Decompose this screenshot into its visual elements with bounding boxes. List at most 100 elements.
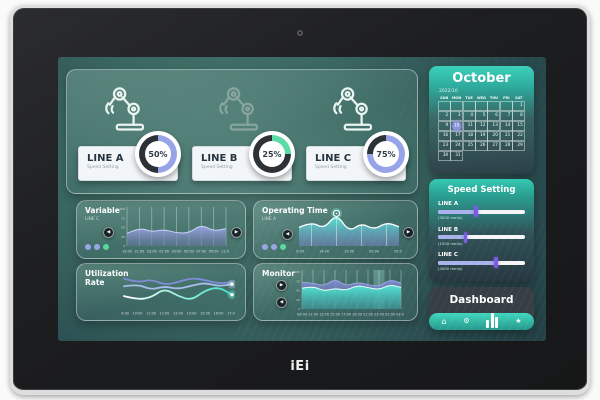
svg-text:11:00: 11:00 [221,250,229,254]
calendar-day[interactable]: 6 [487,110,501,122]
next-button[interactable]: ▶ [276,280,287,291]
calendar-day[interactable]: 29 [512,140,526,152]
calendar-day[interactable]: 25 [462,140,476,152]
slider-row-line-a: LINE A (3000 mm/s) [438,201,525,220]
slider-thumb[interactable] [474,206,478,217]
calendar-day[interactable]: 12 [475,120,488,132]
calendar-day[interactable]: 14 [499,120,513,132]
calendar-day[interactable]: 4 [462,110,476,122]
slider-label: LINE B [438,226,459,233]
panel-subtitle: LINE C [85,217,99,222]
calendar-day[interactable]: 17 [450,130,464,142]
svg-text:09:00: 09:00 [121,312,129,316]
prev-button[interactable]: ◀ [282,229,293,240]
svg-text:05:00: 05:00 [184,250,194,254]
calendar-day[interactable]: 28 [499,140,513,152]
carousel-dot[interactable] [271,244,277,250]
line-card-a[interactable]: LINE A Speed Setting 50% [78,131,181,181]
line-card-c[interactable]: LINE C Speed Setting 75% [306,131,409,181]
calendar-day[interactable]: 21 [499,130,513,142]
calendar-day[interactable]: 31 [450,150,464,162]
calendar-day-header: SAT [515,96,523,100]
calendar-day[interactable]: 13 [487,120,501,132]
home-icon[interactable]: ⌂ [441,317,447,326]
calendar-day[interactable]: 3 [450,110,464,122]
slider-label: LINE A [438,201,459,207]
svg-text:09:00: 09:00 [209,250,219,254]
calendar-day[interactable]: 23 [437,140,451,152]
svg-text:09:00: 09:00 [297,313,307,317]
calendar-day[interactable]: 5 [475,110,488,122]
panel-title: Monitor [262,269,295,278]
calendar-day[interactable]: 26 [475,140,488,152]
robot-arm-icon [219,87,259,131]
prev-button[interactable]: ◀ [103,227,114,238]
carousel-dot[interactable] [85,244,91,250]
svg-text:05:00: 05:00 [394,250,402,254]
calendar-day-empty [500,151,513,162]
speed-slider-line-b[interactable] [438,231,525,243]
line-card-sublabel: Speed Setting [315,165,347,170]
speed-slider-line-c[interactable] [438,257,525,268]
svg-text:21:00: 21:00 [134,250,144,254]
calendar-day[interactable]: 22 [512,130,526,142]
slider-thumb[interactable] [463,231,468,243]
calendar-selected-day[interactable]: 10 [451,121,462,131]
gear-icon[interactable]: ⚙ [463,317,470,325]
carousel-dot[interactable] [262,244,268,250]
svg-text:10:00: 10:00 [133,312,143,316]
calendar-day[interactable]: 2 [437,110,451,122]
prev-button[interactable]: ◀ [276,297,287,308]
slider-thumb[interactable] [494,257,498,268]
next-button[interactable]: ▶ [231,227,242,238]
variable-chart: 19:00 21:00 23:00 01:00 03:00 05:00 07:00 09:00… [117,204,231,258]
bar-chart-icon[interactable] [486,311,499,328]
next-button[interactable]: ▶ [403,227,414,238]
calendar-day[interactable]: 16 [437,130,451,142]
speed-gauge: 75% [363,131,409,177]
svg-text:11:00: 11:00 [308,313,318,317]
carousel-dot[interactable] [103,244,109,250]
svg-text:19:00: 19:00 [344,250,354,254]
calendar-day[interactable]: 19 [475,130,488,142]
calendar-day-header: SUN [440,96,449,100]
svg-text:0: 0 [123,244,125,248]
carousel-dot[interactable] [94,244,100,250]
robot-arm-icon [105,87,145,131]
carousel-dot[interactable] [280,244,286,250]
svg-text:23:00: 23:00 [374,313,384,317]
svg-text:19:00: 19:00 [352,313,362,317]
star-icon[interactable]: ★ [515,317,522,325]
calendar-day[interactable]: 11 [462,120,476,132]
calendar-day[interactable]: 8 [512,110,526,122]
calendar-day-empty [463,151,476,162]
line-card-label: LINE C [315,153,352,164]
operating-time-chart: 09:00 14:00 19:00 00:00 05:00 [294,204,404,258]
svg-text:50: 50 [121,226,125,230]
tablet-device: LINE A Speed Setting 50% [10,5,590,395]
calendar-day[interactable]: 20 [487,130,501,142]
calendar-day[interactable]: 1 [512,100,526,112]
svg-text:14:00: 14:00 [187,312,197,316]
calendar-day[interactable]: 27 [487,140,501,152]
calendar-day[interactable]: 30 [437,150,451,162]
calendar-day[interactable]: 7 [499,110,513,122]
speed-slider-line-a[interactable] [438,206,525,217]
svg-text:100: 100 [119,207,125,211]
slider-fill [438,209,477,214]
line-card-b[interactable]: LINE B Speed Setting 25% [192,131,295,181]
calendar-day[interactable]: 9 [437,120,451,132]
calendar-day[interactable]: 24 [450,140,464,152]
calendar-day[interactable]: 10 [450,120,464,132]
svg-text:11:00: 11:00 [146,312,156,316]
calendar-day[interactable]: 18 [462,130,476,142]
calendar-period: 2022/10 [439,89,458,94]
gauge-percent: 75% [373,141,399,167]
svg-text:03:00: 03:00 [172,250,182,254]
dashboard-screen: LINE A Speed Setting 50% [58,57,546,341]
calendar-day[interactable]: 15 [512,120,526,132]
calendar-day-empty [499,100,513,112]
svg-text:50: 50 [296,289,300,293]
